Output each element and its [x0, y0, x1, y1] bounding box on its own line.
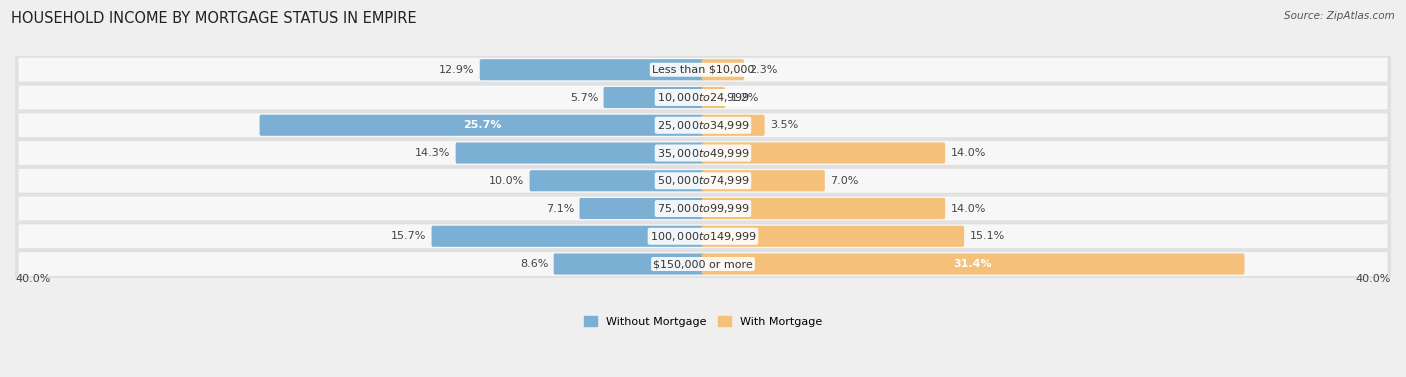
Text: 2.3%: 2.3% — [749, 65, 778, 75]
FancyBboxPatch shape — [18, 113, 1388, 137]
Text: 10.0%: 10.0% — [489, 176, 524, 186]
FancyBboxPatch shape — [15, 111, 1391, 139]
Text: $35,000 to $49,999: $35,000 to $49,999 — [657, 147, 749, 159]
FancyBboxPatch shape — [18, 252, 1388, 276]
Text: HOUSEHOLD INCOME BY MORTGAGE STATUS IN EMPIRE: HOUSEHOLD INCOME BY MORTGAGE STATUS IN E… — [11, 11, 416, 26]
FancyBboxPatch shape — [18, 224, 1388, 248]
FancyBboxPatch shape — [456, 143, 704, 164]
FancyBboxPatch shape — [702, 143, 945, 164]
Text: 1.2%: 1.2% — [731, 92, 759, 103]
FancyBboxPatch shape — [603, 87, 704, 108]
FancyBboxPatch shape — [702, 253, 1244, 274]
FancyBboxPatch shape — [15, 195, 1391, 222]
FancyBboxPatch shape — [18, 141, 1388, 165]
Text: $25,000 to $34,999: $25,000 to $34,999 — [657, 119, 749, 132]
FancyBboxPatch shape — [18, 169, 1388, 193]
Legend: Without Mortgage, With Mortgage: Without Mortgage, With Mortgage — [579, 311, 827, 331]
FancyBboxPatch shape — [702, 170, 825, 191]
Text: $50,000 to $74,999: $50,000 to $74,999 — [657, 174, 749, 187]
Text: 14.0%: 14.0% — [950, 204, 986, 213]
FancyBboxPatch shape — [702, 87, 725, 108]
Text: $10,000 to $24,999: $10,000 to $24,999 — [657, 91, 749, 104]
Text: 14.3%: 14.3% — [415, 148, 450, 158]
Text: 40.0%: 40.0% — [1355, 274, 1391, 284]
Text: 3.5%: 3.5% — [770, 120, 799, 130]
FancyBboxPatch shape — [579, 198, 704, 219]
FancyBboxPatch shape — [479, 59, 704, 80]
Text: 31.4%: 31.4% — [953, 259, 993, 269]
FancyBboxPatch shape — [554, 253, 704, 274]
Text: 15.1%: 15.1% — [970, 231, 1005, 241]
Text: 7.0%: 7.0% — [831, 176, 859, 186]
FancyBboxPatch shape — [15, 167, 1391, 195]
Text: 12.9%: 12.9% — [439, 65, 474, 75]
FancyBboxPatch shape — [18, 196, 1388, 221]
Text: 25.7%: 25.7% — [463, 120, 501, 130]
Text: Source: ZipAtlas.com: Source: ZipAtlas.com — [1284, 11, 1395, 21]
Text: 40.0%: 40.0% — [15, 274, 51, 284]
Text: 8.6%: 8.6% — [520, 259, 548, 269]
FancyBboxPatch shape — [15, 250, 1391, 278]
Text: $150,000 or more: $150,000 or more — [654, 259, 752, 269]
Text: Less than $10,000: Less than $10,000 — [652, 65, 754, 75]
FancyBboxPatch shape — [432, 226, 704, 247]
Text: 14.0%: 14.0% — [950, 148, 986, 158]
FancyBboxPatch shape — [530, 170, 704, 191]
FancyBboxPatch shape — [260, 115, 704, 136]
FancyBboxPatch shape — [15, 222, 1391, 250]
FancyBboxPatch shape — [18, 58, 1388, 82]
Text: 7.1%: 7.1% — [546, 204, 574, 213]
Text: 15.7%: 15.7% — [391, 231, 426, 241]
FancyBboxPatch shape — [702, 59, 744, 80]
FancyBboxPatch shape — [702, 115, 765, 136]
Text: $100,000 to $149,999: $100,000 to $149,999 — [650, 230, 756, 243]
FancyBboxPatch shape — [15, 84, 1391, 111]
Text: 5.7%: 5.7% — [569, 92, 598, 103]
FancyBboxPatch shape — [702, 226, 965, 247]
FancyBboxPatch shape — [18, 86, 1388, 109]
Text: $75,000 to $99,999: $75,000 to $99,999 — [657, 202, 749, 215]
FancyBboxPatch shape — [15, 139, 1391, 167]
FancyBboxPatch shape — [15, 56, 1391, 84]
FancyBboxPatch shape — [702, 198, 945, 219]
